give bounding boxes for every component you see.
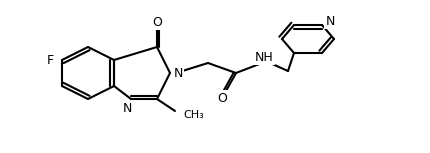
Text: N: N — [122, 101, 132, 114]
Text: O: O — [217, 91, 227, 104]
Text: NH: NH — [254, 50, 273, 63]
Text: F: F — [46, 54, 53, 67]
Text: N: N — [173, 67, 182, 80]
Text: O: O — [152, 15, 162, 28]
Text: CH₃: CH₃ — [183, 110, 203, 120]
Text: N: N — [325, 15, 334, 28]
